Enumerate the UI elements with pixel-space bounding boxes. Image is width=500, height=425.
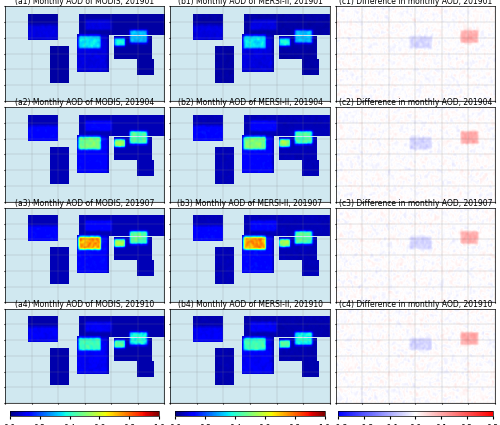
Title: (a4) Monthly AOD of MODIS, 201910: (a4) Monthly AOD of MODIS, 201910 [15, 300, 154, 309]
Title: (b1) Monthly AOD of MERSI-II, 201901: (b1) Monthly AOD of MERSI-II, 201901 [178, 0, 322, 6]
Title: (c2) Difference in monthly AOD, 201904: (c2) Difference in monthly AOD, 201904 [339, 98, 492, 107]
Title: (b4) Monthly AOD of MERSI-II, 201910: (b4) Monthly AOD of MERSI-II, 201910 [178, 300, 322, 309]
Title: (c3) Difference in monthly AOD, 201907: (c3) Difference in monthly AOD, 201907 [338, 199, 492, 208]
Title: (b2) Monthly AOD of MERSI-II, 201904: (b2) Monthly AOD of MERSI-II, 201904 [178, 98, 322, 107]
Title: (b3) Monthly AOD of MERSI-II, 201907: (b3) Monthly AOD of MERSI-II, 201907 [178, 199, 322, 208]
Title: (c1) Difference in monthly AOD, 201901: (c1) Difference in monthly AOD, 201901 [339, 0, 492, 6]
Title: (c4) Difference in monthly AOD, 201910: (c4) Difference in monthly AOD, 201910 [339, 300, 492, 309]
Title: (a3) Monthly AOD of MODIS, 201907: (a3) Monthly AOD of MODIS, 201907 [15, 199, 154, 208]
Title: (a2) Monthly AOD of MODIS, 201904: (a2) Monthly AOD of MODIS, 201904 [15, 98, 154, 107]
Title: (a1) Monthly AOD of MODIS, 201901: (a1) Monthly AOD of MODIS, 201901 [15, 0, 154, 6]
